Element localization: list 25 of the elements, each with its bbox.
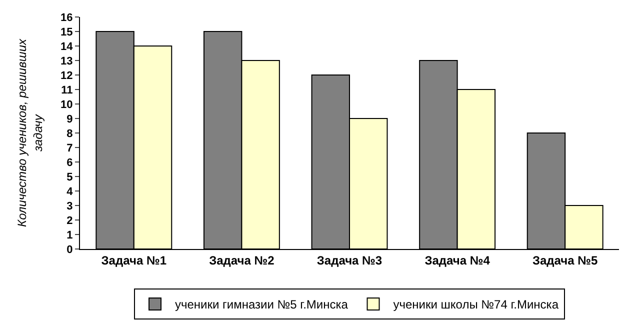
y-tick-label: 15 bbox=[60, 26, 73, 38]
y-tick-label: 14 bbox=[60, 40, 74, 53]
y-tick-label: 4 bbox=[66, 186, 74, 198]
y-tick-label: 1 bbox=[66, 229, 73, 242]
y-tick-label: 8 bbox=[66, 128, 73, 140]
y-axis-title: Количество учеников, решивших задачу bbox=[15, 38, 45, 227]
x-tick-label: Задача №1 bbox=[101, 253, 167, 268]
y-tick-label: 13 bbox=[60, 55, 73, 68]
y-tick-label: 0 bbox=[66, 244, 73, 256]
y-tick-label: 16 bbox=[60, 12, 73, 24]
y-tick-label: 12 bbox=[60, 70, 73, 82]
y-tick-label: 7 bbox=[66, 142, 73, 154]
y-tick-label: 6 bbox=[66, 156, 73, 169]
legend-label: ученики гимназии №5 г.Минска bbox=[175, 298, 348, 312]
y-tick-label: 2 bbox=[66, 214, 73, 227]
y-tick-label: 10 bbox=[60, 98, 73, 111]
legend-label: ученики школы №74 г.Минска bbox=[393, 298, 559, 312]
x-tick-label: Задача №3 bbox=[316, 253, 382, 268]
x-tick-label: Задача №2 bbox=[209, 253, 275, 268]
x-tick-label: Задача №5 bbox=[532, 253, 598, 268]
y-tick-label: 9 bbox=[66, 113, 73, 126]
y-tick-label: 5 bbox=[66, 171, 73, 184]
x-tick-label: Задача №4 bbox=[424, 253, 490, 268]
y-tick-label: 3 bbox=[66, 200, 73, 212]
y-tick-label: 11 bbox=[61, 84, 73, 96]
